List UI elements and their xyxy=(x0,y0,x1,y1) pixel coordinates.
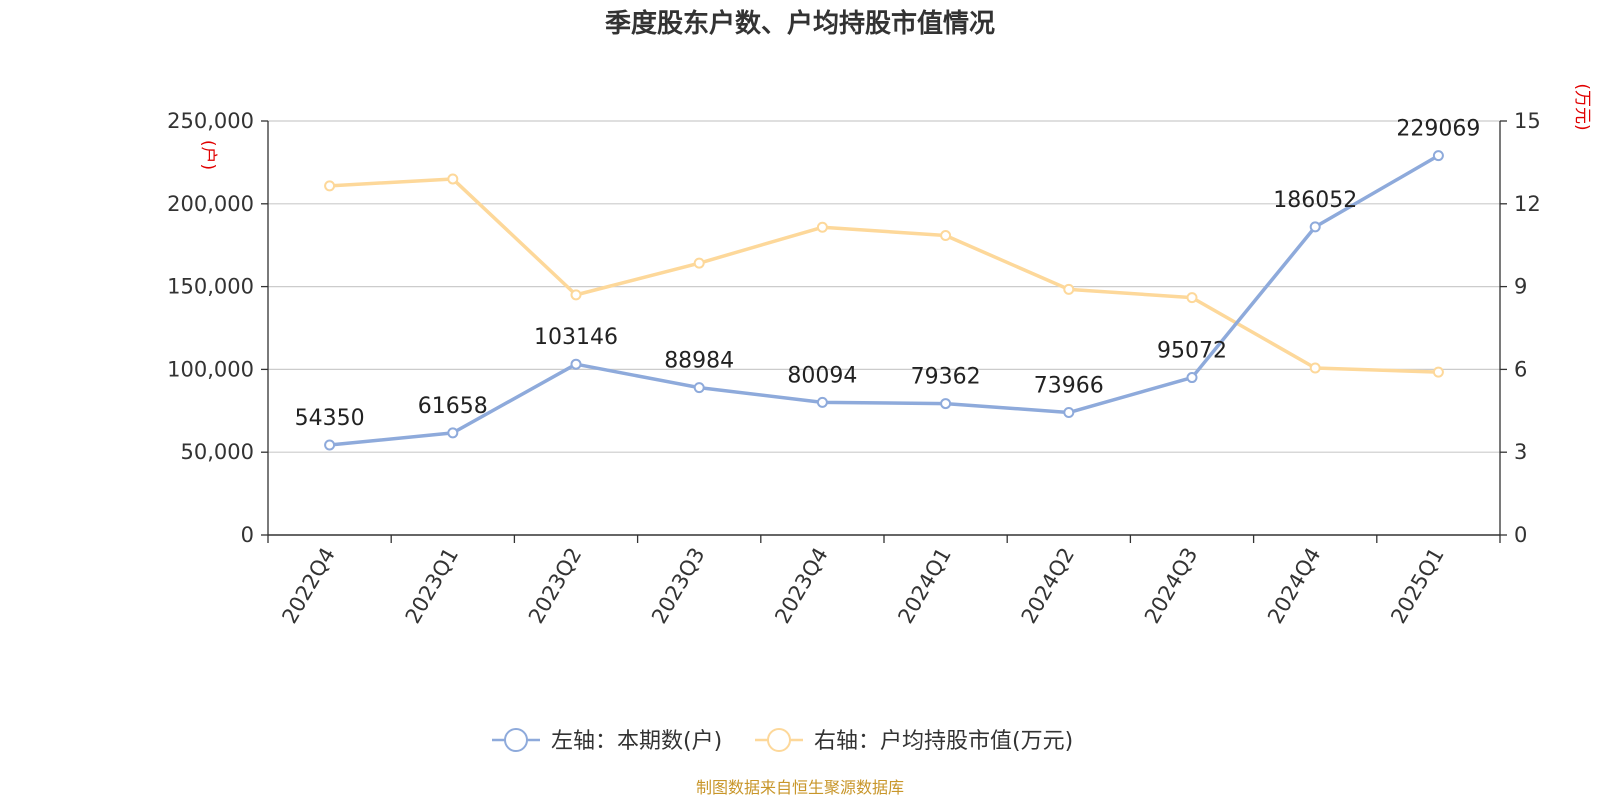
series-right xyxy=(324,173,1444,378)
data-point xyxy=(816,396,828,408)
left-axis-ticks: 0 50,000 100,000 150,000 200,000 250,000 xyxy=(167,109,268,547)
data-point xyxy=(324,180,336,192)
data-point xyxy=(570,358,582,370)
data-point xyxy=(447,427,459,439)
data-label: 186052 xyxy=(1273,188,1357,213)
x-tick-label: 2024Q2 xyxy=(1017,544,1079,628)
data-point xyxy=(693,382,705,394)
left-tick-label: 150,000 xyxy=(167,275,254,299)
legend-item-left-series[interactable]: 左轴：本期数(户) xyxy=(492,728,722,754)
grid-lines xyxy=(268,120,1500,453)
right-axis-ticks: 0 3 6 9 12 15 xyxy=(1500,109,1541,547)
right-tick-label: 15 xyxy=(1514,109,1541,133)
series-line xyxy=(329,154,1440,447)
data-point xyxy=(570,289,582,301)
right-axis-unit: (万元) xyxy=(1572,83,1592,130)
x-tick-label: 2022Q4 xyxy=(277,544,339,628)
data-label: 103146 xyxy=(534,325,618,350)
right-tick-label: 6 xyxy=(1514,357,1527,381)
data-point xyxy=(1063,283,1075,295)
x-tick-label: 2023Q3 xyxy=(647,544,709,628)
data-labels: 54350 61658 103146 88984 80094 79362 73966 9507… xyxy=(295,117,1481,431)
x-tick-label: 2023Q4 xyxy=(770,544,832,628)
left-tick-label: 250,000 xyxy=(167,109,254,133)
left-tick-label: 0 xyxy=(241,523,254,547)
legend-label-left-series: 左轴：本期数(户) xyxy=(551,729,722,754)
data-label: 61658 xyxy=(418,394,488,419)
data-point xyxy=(324,439,336,451)
right-tick-label: 3 xyxy=(1514,440,1527,464)
data-label: 79362 xyxy=(911,365,981,390)
series-line xyxy=(329,177,1439,374)
data-label: 88984 xyxy=(664,349,734,374)
x-tick-label: 2024Q4 xyxy=(1263,544,1325,628)
data-point xyxy=(940,398,952,410)
legend-swatch-marker xyxy=(767,728,791,752)
data-point xyxy=(1063,407,1075,419)
data-point xyxy=(816,221,828,233)
series-left xyxy=(324,150,1444,451)
data-label: 95072 xyxy=(1157,339,1227,364)
series-layer xyxy=(324,150,1444,451)
data-point xyxy=(1309,221,1321,233)
left-tick-label: 200,000 xyxy=(167,192,254,216)
data-point xyxy=(940,230,952,242)
chart-title: 季度股东户数、户均持股市值情况 xyxy=(605,8,995,39)
legend-item-right-series[interactable]: 右轴：户均持股市值(万元) xyxy=(755,728,1073,754)
x-tick-label: 2025Q1 xyxy=(1386,544,1448,628)
left-tick-label: 100,000 xyxy=(167,357,254,381)
data-point xyxy=(1432,366,1444,378)
data-point xyxy=(1432,150,1444,162)
source-note: 制图数据来自恒生聚源数据库 xyxy=(696,778,904,797)
right-tick-label: 12 xyxy=(1514,192,1541,216)
x-tick-label: 2024Q1 xyxy=(893,544,955,628)
data-point xyxy=(1186,292,1198,304)
data-point xyxy=(1309,362,1321,374)
data-point xyxy=(447,173,459,185)
left-axis-unit: (户) xyxy=(198,140,218,170)
right-tick-label: 9 xyxy=(1514,275,1527,299)
x-tick-label: 2023Q1 xyxy=(401,544,463,628)
data-label: 229069 xyxy=(1396,117,1480,142)
legend-label-right-series: 右轴：户均持股市值(万元) xyxy=(814,729,1073,754)
data-label: 73966 xyxy=(1034,374,1104,399)
right-tick-label: 0 xyxy=(1514,523,1527,547)
legend: 左轴：本期数(户) 右轴：户均持股市值(万元) xyxy=(492,728,1073,754)
left-tick-label: 50,000 xyxy=(181,440,254,464)
x-axis-ticks: 2022Q4 2023Q1 2023Q2 2023Q3 2023Q4 2024Q1 2024… xyxy=(267,535,1501,628)
data-point xyxy=(1186,372,1198,384)
x-tick-label: 2023Q2 xyxy=(524,544,586,628)
data-label: 54350 xyxy=(295,406,365,431)
x-tick-label: 2024Q3 xyxy=(1140,544,1202,628)
legend-swatch-marker xyxy=(504,728,528,752)
data-label: 80094 xyxy=(787,363,857,388)
data-point xyxy=(693,257,705,269)
